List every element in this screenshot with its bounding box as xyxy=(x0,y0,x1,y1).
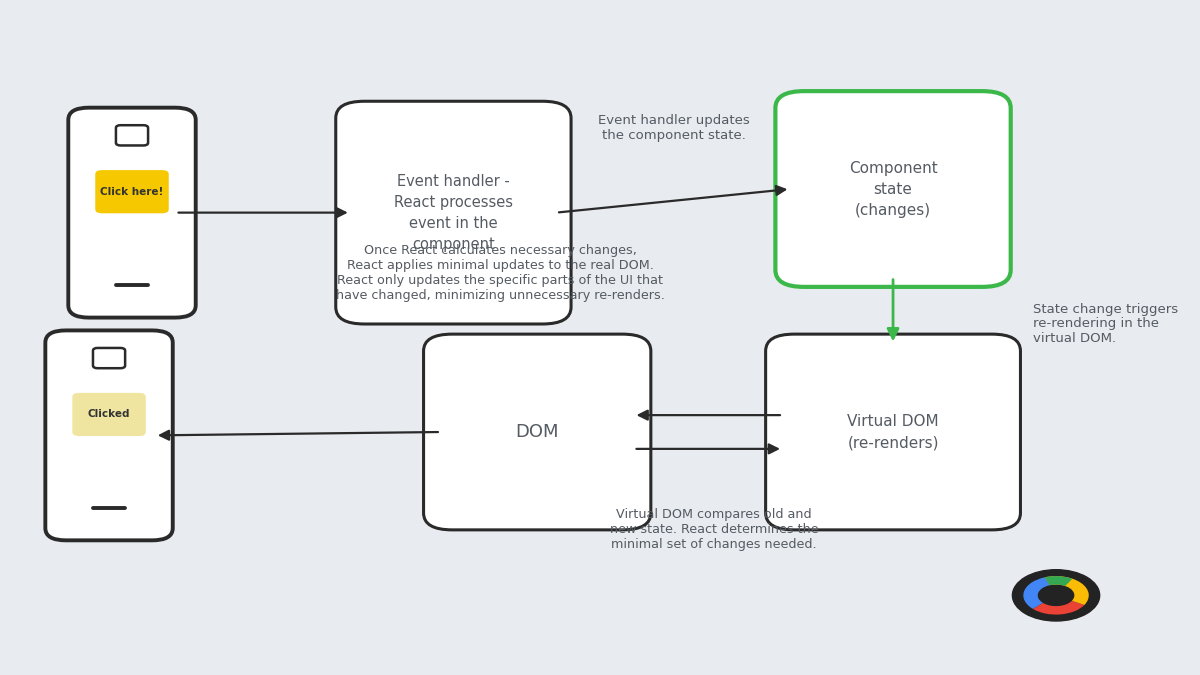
Wedge shape xyxy=(1033,601,1085,614)
FancyBboxPatch shape xyxy=(766,334,1020,530)
Wedge shape xyxy=(1045,576,1073,586)
Text: Virtual DOM compares old and
new state. React determines the
minimal set of chan: Virtual DOM compares old and new state. … xyxy=(610,508,818,551)
FancyBboxPatch shape xyxy=(46,331,173,540)
FancyBboxPatch shape xyxy=(92,348,125,369)
Text: Clicked: Clicked xyxy=(88,410,131,419)
Text: Component
state
(changes): Component state (changes) xyxy=(848,161,937,217)
FancyBboxPatch shape xyxy=(116,126,148,146)
Text: DOM: DOM xyxy=(516,423,559,441)
Circle shape xyxy=(1013,570,1099,621)
Text: State change triggers
re-rendering in the
virtual DOM.: State change triggers re-rendering in th… xyxy=(1033,302,1178,346)
Text: Click here!: Click here! xyxy=(101,187,163,196)
Text: Event handler -
React processes
event in the
component: Event handler - React processes event in… xyxy=(394,173,512,252)
FancyBboxPatch shape xyxy=(68,108,196,317)
FancyBboxPatch shape xyxy=(72,393,145,436)
FancyBboxPatch shape xyxy=(95,170,169,213)
FancyBboxPatch shape xyxy=(336,101,571,324)
FancyBboxPatch shape xyxy=(424,334,650,530)
FancyBboxPatch shape xyxy=(775,91,1010,287)
Wedge shape xyxy=(1024,577,1050,609)
Text: Once React calculates necessary changes,
React applies minimal updates to the re: Once React calculates necessary changes,… xyxy=(336,244,665,302)
Wedge shape xyxy=(1045,576,1088,605)
Text: Event handler updates
the component state.: Event handler updates the component stat… xyxy=(598,114,750,142)
Text: Virtual DOM
(re-renders): Virtual DOM (re-renders) xyxy=(847,414,938,450)
